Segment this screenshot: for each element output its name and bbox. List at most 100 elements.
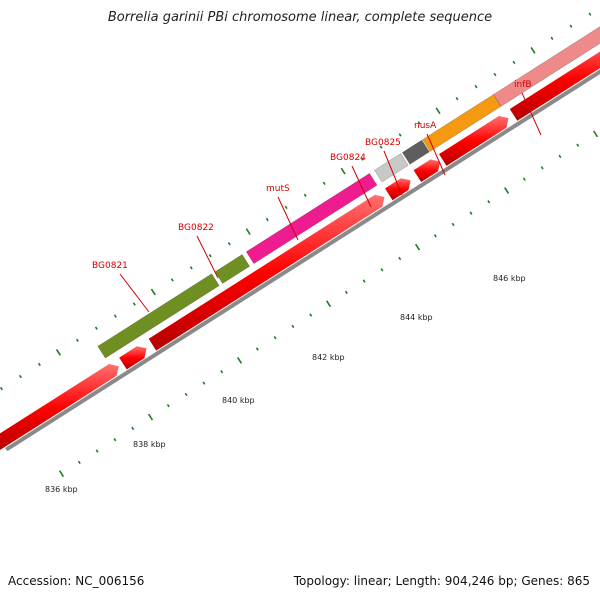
cds-arrow-5 bbox=[413, 159, 441, 182]
inner-tick-8 bbox=[202, 381, 206, 385]
gene-muts[interactable] bbox=[245, 172, 378, 265]
outer-tick-30 bbox=[530, 46, 536, 54]
inner-tick-28 bbox=[558, 154, 562, 159]
gene-bg0822[interactable] bbox=[214, 254, 251, 284]
outer-tick-25 bbox=[435, 107, 441, 115]
gene-labels: BG0821 BG0822 mutS BG0824 BG0825 nusA in… bbox=[92, 80, 542, 313]
inner-tick-27 bbox=[540, 166, 544, 170]
outer-tick-32 bbox=[569, 24, 573, 28]
label-bg0824: BG0824 bbox=[330, 153, 366, 163]
gene-features bbox=[97, 14, 600, 359]
outer-tick-5 bbox=[55, 349, 61, 356]
inner-tick-18 bbox=[380, 268, 384, 272]
inner-tick-30 bbox=[593, 130, 599, 138]
scale-label-836: 836 kbp bbox=[45, 485, 78, 494]
inner-tick-3 bbox=[113, 438, 117, 442]
genome-info-text: Topology: linear; Length: 904,246 bp; Ge… bbox=[293, 574, 590, 588]
outer-tick-21 bbox=[360, 157, 364, 161]
outer-tick-2 bbox=[0, 386, 3, 391]
outer-tick-6 bbox=[75, 338, 79, 342]
scale-label-846: 846 kbp bbox=[493, 274, 526, 283]
scale-label-842: 842 kbp bbox=[312, 353, 345, 362]
outer-tick-23 bbox=[398, 133, 402, 137]
gene-infb[interactable] bbox=[493, 14, 600, 107]
cds-arrow-1 bbox=[0, 364, 119, 450]
outer-tick-13 bbox=[208, 254, 212, 258]
outer-tick-22 bbox=[379, 145, 383, 149]
scale-label-840: 840 kbp bbox=[222, 396, 255, 405]
scale-label-844: 844 kbp bbox=[400, 313, 433, 322]
inner-tick-21 bbox=[433, 234, 437, 238]
inner-tick-0 bbox=[58, 470, 65, 478]
label-bg0825: BG0825 bbox=[365, 138, 401, 148]
inner-tick-7 bbox=[184, 392, 188, 397]
inner-tick-2 bbox=[95, 449, 99, 453]
inner-tick-20 bbox=[415, 243, 421, 251]
inner-tick-25 bbox=[504, 187, 510, 194]
inner-tick-24 bbox=[487, 200, 491, 204]
inner-tick-4 bbox=[131, 426, 135, 431]
inner-tick-19 bbox=[398, 256, 402, 261]
outer-tick-8 bbox=[113, 314, 117, 318]
outer-tick-17 bbox=[284, 205, 288, 210]
outer-tick-7 bbox=[94, 326, 98, 330]
inner-tick-16 bbox=[344, 290, 348, 295]
leader-line-nusa bbox=[426, 133, 446, 176]
outer-tick-10 bbox=[150, 288, 156, 296]
outer-tick-11 bbox=[170, 278, 174, 282]
leader-line-infb bbox=[521, 92, 542, 136]
outer-tick-26 bbox=[455, 97, 459, 101]
outer-tick-4 bbox=[37, 362, 41, 367]
inner-tick-17 bbox=[362, 279, 366, 283]
outer-tick-33 bbox=[588, 12, 592, 16]
inner-tick-9 bbox=[220, 370, 224, 374]
cds-arrow-7 bbox=[509, 51, 600, 121]
inner-tick-13 bbox=[291, 324, 295, 329]
outer-tick-3 bbox=[18, 374, 22, 379]
label-muts: mutS bbox=[266, 184, 290, 194]
inner-tick-10 bbox=[236, 357, 243, 364]
label-bg0821: BG0821 bbox=[92, 261, 128, 271]
tick-row-inner bbox=[58, 130, 599, 478]
outer-tick-9 bbox=[132, 302, 136, 306]
sequence-backbone bbox=[5, 69, 600, 451]
map-title: Borrelia garinii PBi chromosome linear, … bbox=[107, 10, 493, 25]
outer-tick-29 bbox=[512, 60, 516, 65]
accession-text: Accession: NC_006156 bbox=[8, 574, 145, 588]
inner-tick-26 bbox=[522, 177, 526, 181]
gene-bg0821[interactable] bbox=[97, 273, 220, 359]
inner-tick-23 bbox=[469, 211, 473, 215]
cds-arrow-3 bbox=[148, 194, 385, 351]
inner-tick-14 bbox=[309, 313, 313, 317]
leader-line-bg0822 bbox=[196, 235, 219, 279]
inner-tick-15 bbox=[325, 300, 332, 308]
label-nusa: nusA bbox=[414, 121, 437, 131]
scale-label-838: 838 kbp bbox=[133, 440, 166, 449]
leader-line-bg0821 bbox=[119, 273, 150, 313]
outer-tick-24 bbox=[417, 121, 421, 125]
outer-tick-28 bbox=[493, 72, 497, 77]
inner-tick-6 bbox=[166, 404, 170, 408]
label-infb: infB bbox=[514, 80, 532, 90]
outer-tick-16 bbox=[265, 217, 269, 222]
cds-arrow-4 bbox=[385, 178, 411, 201]
outer-tick-14 bbox=[227, 241, 231, 246]
inner-tick-12 bbox=[273, 336, 277, 340]
gene-bg0825[interactable] bbox=[401, 139, 430, 165]
leader-line-muts bbox=[277, 196, 299, 241]
leader-line-bg0824 bbox=[351, 165, 372, 208]
cds-arrow-2 bbox=[119, 346, 147, 370]
cds-arrows bbox=[0, 51, 600, 450]
label-bg0822: BG0822 bbox=[178, 223, 214, 233]
outer-tick-19 bbox=[322, 181, 326, 185]
inner-tick-22 bbox=[451, 222, 455, 227]
outer-tick-15 bbox=[245, 228, 251, 235]
inner-tick-29 bbox=[576, 143, 580, 147]
inner-tick-11 bbox=[255, 347, 259, 351]
outer-tick-20 bbox=[340, 167, 346, 175]
inner-tick-1 bbox=[77, 460, 81, 465]
outer-tick-27 bbox=[474, 84, 478, 89]
outer-tick-12 bbox=[189, 266, 193, 270]
scale-labels: 836 kbp 838 kbp 840 kbp 842 kbp 844 kbp … bbox=[45, 274, 526, 494]
